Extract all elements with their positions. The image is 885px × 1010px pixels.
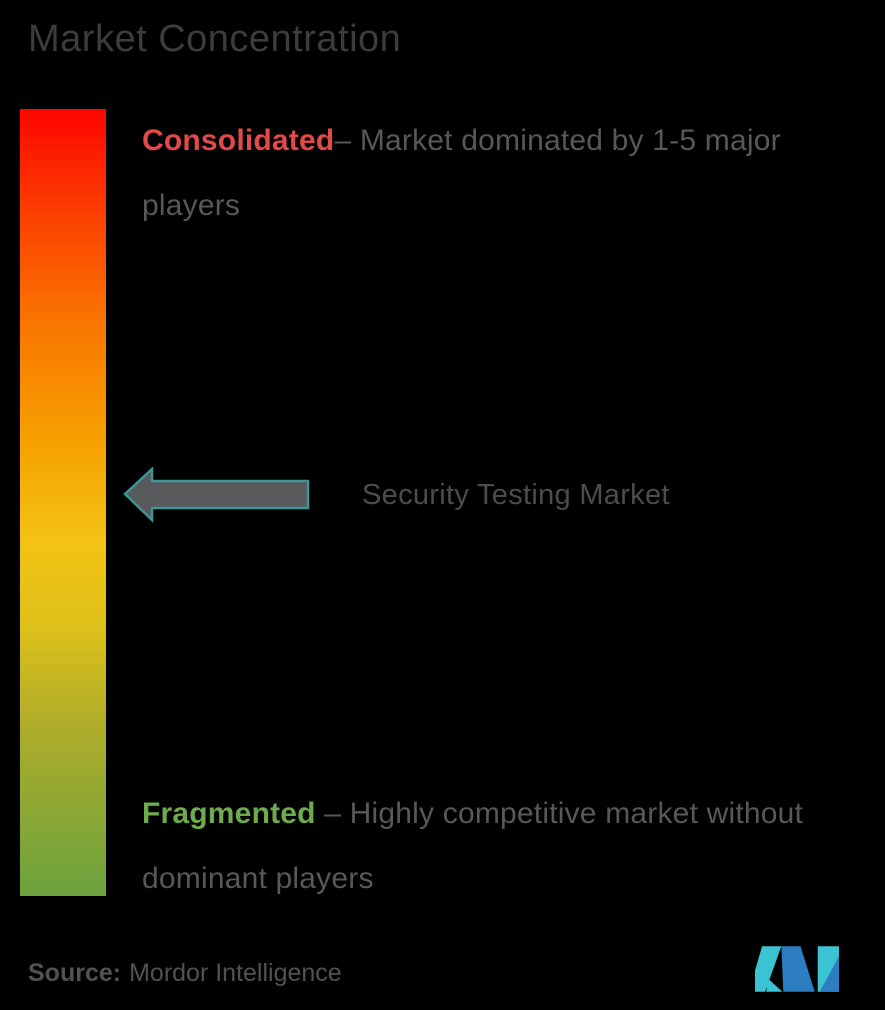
source-attribution: Source: Mordor Intelligence: [28, 958, 342, 988]
pointer-market-label: Security Testing Market: [362, 479, 670, 511]
fragmented-text-line2: dominant players: [142, 862, 374, 895]
fragmented-description: Fragmented – Highly competitive market w…: [142, 781, 842, 911]
consolidated-text-line1: – Market dominated by 1-5 major: [334, 124, 781, 157]
fragmented-term: Fragmented: [142, 797, 316, 830]
consolidated-text-line2: players: [142, 189, 241, 222]
consolidated-term: Consolidated: [142, 124, 335, 157]
page-title: Market Concentration: [28, 18, 402, 60]
source-name: Mordor Intelligence: [129, 959, 342, 987]
fragmented-text-line1: – Highly competitive market without: [315, 797, 804, 830]
consolidated-description: Consolidated– Market dominated by 1-5 ma…: [142, 108, 842, 238]
mordor-intelligence-logo: [755, 946, 839, 992]
left-arrow-icon: [123, 467, 310, 523]
concentration-gradient-bar: [20, 109, 106, 896]
source-label: Source:: [28, 959, 122, 987]
